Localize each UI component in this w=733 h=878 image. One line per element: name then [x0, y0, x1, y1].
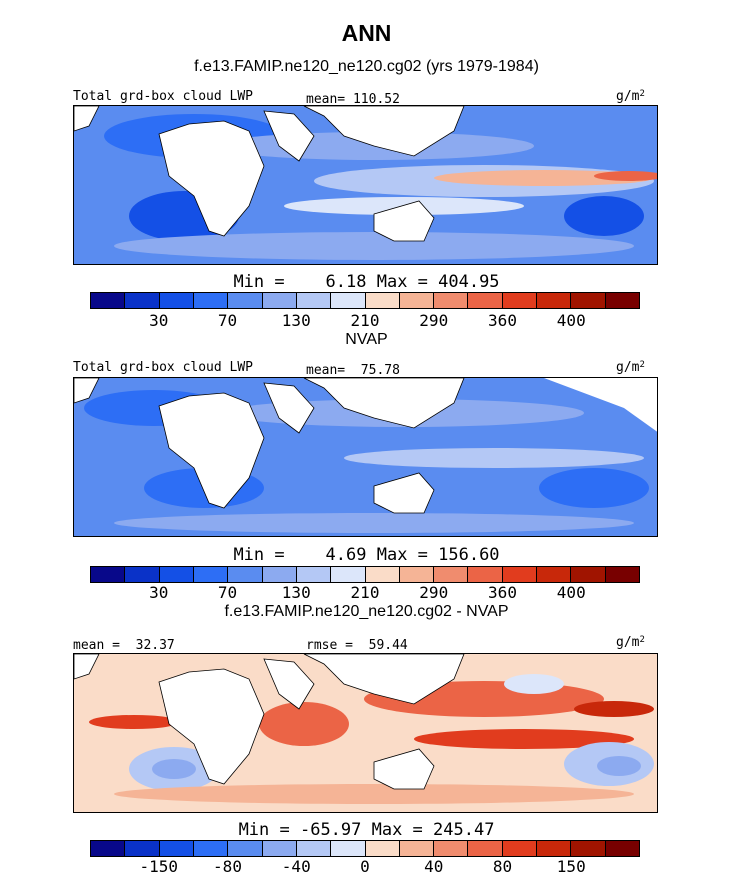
- colorbar-swatch: [228, 293, 263, 308]
- colorbar-tick-label: 0: [360, 857, 370, 876]
- panel2-colorbar: [90, 566, 640, 583]
- colorbar-tick-label: -80: [213, 857, 242, 876]
- colorbar-swatch: [262, 567, 297, 582]
- colorbar-swatch: [605, 293, 639, 308]
- colorbar-swatch: [571, 293, 606, 308]
- colorbar-swatch: [605, 841, 639, 856]
- panel1-map: [73, 105, 658, 265]
- panel3-colorbar: [90, 840, 640, 857]
- colorbar-tick-label: 360: [488, 311, 517, 330]
- colorbar-swatch: [571, 567, 606, 582]
- panel3-heading: f.e13.FAMIP.ne120_ne120.cg02 - NVAP: [224, 603, 509, 620]
- colorbar-swatch: [125, 841, 160, 856]
- colorbar-swatch: [571, 841, 606, 856]
- colorbar-tick-label: 210: [350, 583, 380, 602]
- colorbar-tick-label: 150: [556, 857, 586, 876]
- colorbar-swatch: [296, 293, 332, 308]
- colorbar-swatch: [262, 293, 297, 308]
- colorbar-swatch: [125, 567, 160, 582]
- panel1-minmax: Min = 6.18 Max = 404.95: [233, 272, 500, 292]
- panel2-map: [73, 377, 658, 537]
- colorbar-swatch: [228, 841, 263, 856]
- colorbar-swatch: [159, 841, 194, 856]
- colorbar-swatch: [468, 567, 503, 582]
- panel3-rmse-label: rmse = 59.44: [306, 638, 408, 653]
- colorbar-tick-label: 130: [281, 311, 311, 330]
- colorbar-tick-label: -150: [139, 857, 179, 876]
- colorbar-swatch: [159, 293, 194, 308]
- colorbar-tick-label: 360: [488, 583, 517, 602]
- colorbar-swatch: [193, 567, 229, 582]
- colorbar-swatch: [125, 293, 160, 308]
- colorbar-tick-label: 400: [556, 311, 586, 330]
- panel1-variable-label: Total grd-box cloud LWP: [73, 89, 254, 104]
- panel2-heading: NVAP: [345, 331, 388, 348]
- panel3-minmax: Min = -65.97 Max = 245.47: [238, 820, 495, 840]
- colorbar-swatch: [296, 567, 332, 582]
- panel3-units: g/m2: [616, 635, 645, 650]
- colorbar-tick-label: 290: [419, 583, 449, 602]
- colorbar-swatch: [399, 293, 435, 308]
- panel2-minmax: Min = 4.69 Max = 156.60: [233, 545, 500, 565]
- colorbar-swatch: [296, 841, 332, 856]
- panel3-map: [73, 653, 658, 813]
- colorbar-tick-label: 30: [149, 311, 169, 330]
- colorbar-tick-label: 80: [492, 857, 513, 876]
- panel3-mean-label: mean = 32.37: [73, 638, 175, 653]
- colorbar-swatch: [228, 567, 263, 582]
- colorbar-tick-label: 70: [217, 583, 238, 602]
- plot-title: ANN: [341, 20, 392, 46]
- colorbar-tick-label: 400: [556, 583, 586, 602]
- colorbar-swatch: [91, 567, 126, 582]
- colorbar-swatch: [537, 841, 572, 856]
- colorbar-swatch: [193, 841, 229, 856]
- colorbar-swatch: [365, 293, 400, 308]
- colorbar-swatch: [502, 567, 538, 582]
- colorbar-swatch: [502, 293, 538, 308]
- colorbar-swatch: [91, 293, 126, 308]
- colorbar-tick-label: 130: [281, 583, 311, 602]
- colorbar-tick-label: -40: [281, 857, 311, 876]
- colorbar-swatch: [193, 293, 229, 308]
- colorbar-swatch: [365, 567, 400, 582]
- panel2-mean-label: mean= 75.78: [306, 363, 400, 378]
- colorbar-swatch: [159, 567, 194, 582]
- colorbar-swatch: [331, 841, 366, 856]
- colorbar-swatch: [537, 293, 572, 308]
- colorbar-swatch: [605, 567, 639, 582]
- colorbar-swatch: [399, 567, 435, 582]
- colorbar-tick-label: 40: [424, 857, 444, 876]
- panel1-colorbar: [90, 292, 640, 309]
- colorbar-swatch: [91, 841, 126, 856]
- colorbar-swatch: [434, 293, 469, 308]
- colorbar-swatch: [468, 841, 503, 856]
- panel2-units: g/m2: [616, 360, 645, 375]
- panel1-mean-label: mean= 110.52: [306, 92, 400, 107]
- colorbar-tick-label: 30: [149, 583, 169, 602]
- colorbar-tick-label: 290: [419, 311, 449, 330]
- colorbar-swatch: [434, 841, 469, 856]
- colorbar-swatch: [502, 841, 538, 856]
- colorbar-tick-label: 210: [350, 311, 380, 330]
- colorbar-swatch: [468, 293, 503, 308]
- colorbar-swatch: [434, 567, 469, 582]
- colorbar-swatch: [365, 841, 400, 856]
- panel2-variable-label: Total grd-box cloud LWP: [73, 360, 254, 375]
- panel1-units: g/m2: [616, 89, 645, 104]
- colorbar-swatch: [399, 841, 435, 856]
- colorbar-swatch: [262, 841, 297, 856]
- colorbar-swatch: [331, 293, 366, 308]
- colorbar-swatch: [537, 567, 572, 582]
- colorbar-tick-label: 70: [217, 311, 238, 330]
- colorbar-swatch: [331, 567, 366, 582]
- plot-subtitle: f.e13.FAMIP.ne120_ne120.cg02 (yrs 1979-1…: [194, 58, 539, 75]
